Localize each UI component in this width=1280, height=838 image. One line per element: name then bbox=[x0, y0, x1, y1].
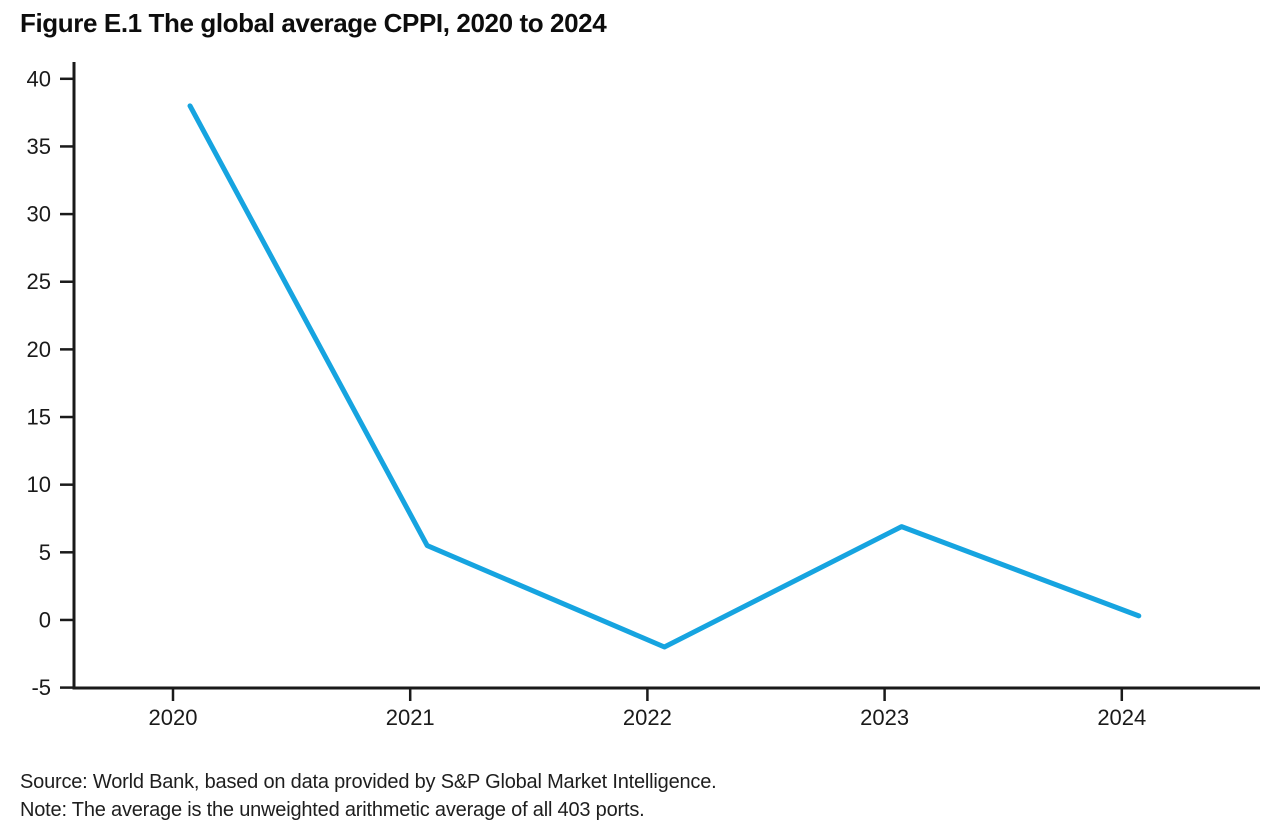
y-tick-label: 40 bbox=[27, 66, 51, 91]
figure-title: Figure E.1 The global average CPPI, 2020… bbox=[20, 8, 607, 38]
x-tick-label: 2021 bbox=[386, 705, 435, 730]
y-tick-label: 30 bbox=[27, 202, 51, 227]
y-tick-label: 0 bbox=[39, 607, 51, 632]
y-tick-label: -5 bbox=[31, 675, 51, 700]
x-tick-label: 2024 bbox=[1097, 705, 1146, 730]
y-tick-label: 15 bbox=[27, 405, 51, 430]
x-tick-label: 2023 bbox=[860, 705, 909, 730]
y-tick-label: 5 bbox=[39, 540, 51, 565]
source-text: Source: World Bank, based on data provid… bbox=[20, 771, 717, 793]
y-tick-label: 20 bbox=[27, 337, 51, 362]
x-tick-label: 2022 bbox=[623, 705, 672, 730]
y-tick-label: 10 bbox=[27, 472, 51, 497]
x-tick-label: 2020 bbox=[149, 705, 198, 730]
note-text: Note: The average is the unweighted arit… bbox=[20, 799, 645, 821]
y-tick-label: 25 bbox=[27, 269, 51, 294]
y-tick-label: 35 bbox=[27, 134, 51, 159]
cppi-series-line bbox=[187, 103, 1142, 650]
